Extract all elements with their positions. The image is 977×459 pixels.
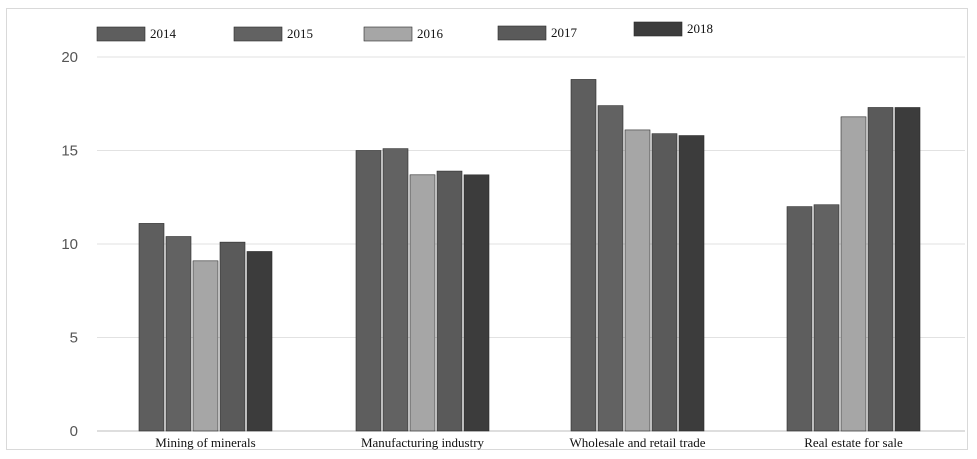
bar — [678, 135, 705, 432]
legend-swatch — [233, 26, 283, 42]
y-tick-label: 10 — [61, 236, 78, 253]
x-tick-label: Mining of minerals — [155, 435, 255, 450]
bar — [382, 148, 409, 432]
bar — [651, 133, 678, 432]
y-tick-label: 15 — [61, 143, 78, 160]
x-axis-tick-labels: Mining of minerals Manufacturing industry… — [155, 435, 903, 450]
legend-label: 2017 — [551, 25, 578, 40]
x-tick-label: Wholesale and retail trade — [569, 435, 705, 450]
bar — [436, 170, 463, 432]
legend-label: 2016 — [417, 26, 444, 41]
bar — [597, 105, 624, 432]
x-tick-label: Real estate for sale — [804, 435, 903, 450]
legend-swatch — [363, 26, 413, 42]
bar — [570, 79, 597, 432]
legend-label: 2018 — [687, 21, 713, 36]
bar — [219, 241, 246, 432]
y-tick-label: 0 — [70, 423, 78, 440]
bar — [867, 107, 894, 432]
legend: 2014 2015 2016 2017 2018 — [96, 21, 713, 42]
y-tick-label: 5 — [70, 330, 78, 347]
bar — [813, 204, 840, 432]
y-axis-tick-labels: 0 5 10 15 20 — [61, 49, 78, 440]
bar — [786, 206, 813, 432]
bars — [138, 79, 921, 432]
bar — [463, 174, 490, 432]
bar — [409, 174, 436, 432]
bar — [840, 116, 867, 432]
legend-swatch — [96, 26, 146, 42]
bar — [355, 150, 382, 432]
bar — [894, 107, 921, 432]
bar — [624, 129, 651, 432]
y-tick-label: 20 — [61, 49, 78, 66]
legend-swatch — [497, 25, 547, 41]
bar — [192, 260, 219, 432]
bar — [246, 251, 273, 432]
legend-swatch — [633, 21, 683, 37]
bar — [138, 223, 165, 432]
legend-label: 2014 — [150, 26, 177, 41]
legend-label: 2015 — [287, 26, 313, 41]
x-tick-label: Manufacturing industry — [361, 435, 485, 450]
bar — [165, 236, 192, 432]
